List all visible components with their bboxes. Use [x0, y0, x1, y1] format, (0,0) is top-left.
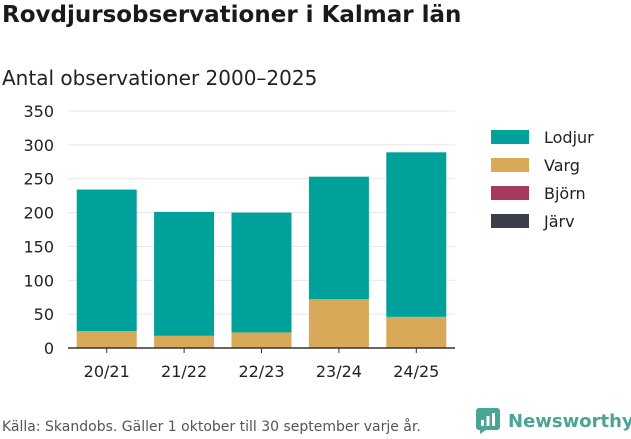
- y-axis: 0 50 100 150 200 250 300 350: [23, 102, 54, 358]
- legend-swatch-järv: [491, 214, 529, 228]
- y-tick-label: 200: [23, 204, 54, 223]
- x-tick-label: 21/22: [161, 362, 207, 381]
- y-tick-label: 0: [44, 339, 54, 358]
- legend-swatch-varg: [491, 158, 529, 172]
- x-tick-label: 22/23: [238, 362, 284, 381]
- bar-segment-lodjur: [154, 211, 215, 336]
- bar-segment-varg: [386, 316, 447, 348]
- x-tick-label: 23/24: [316, 362, 362, 381]
- y-tick-label: 100: [23, 271, 54, 290]
- legend: Lodjur Varg Björn Järv: [491, 128, 594, 231]
- x-tick-label: 24/25: [393, 362, 439, 381]
- y-tick-label: 350: [23, 102, 54, 121]
- legend-label: Varg: [544, 156, 580, 175]
- legend-label: Järv: [543, 212, 575, 231]
- bar-segment-varg: [154, 335, 215, 348]
- y-tick-label: 250: [23, 170, 54, 189]
- legend-label: Lodjur: [544, 128, 594, 147]
- stacked-bar-chart: 0 50 100 150 200 250 300 350 20/21 21/22 22/23 23/…: [23, 102, 594, 381]
- bars: [76, 152, 447, 348]
- bar-segment-lodjur: [308, 176, 369, 300]
- bar-segment-lodjur: [231, 212, 292, 333]
- brand: Newsworthy: [476, 407, 631, 435]
- bar-segment-varg: [231, 332, 292, 348]
- y-tick-label: 50: [34, 305, 54, 324]
- legend-swatch-björn: [491, 186, 529, 200]
- y-tick-label: 150: [23, 237, 54, 256]
- y-tick-label: 300: [23, 136, 54, 155]
- brand-name: Newsworthy: [508, 410, 631, 432]
- legend-swatch-lodjur: [491, 130, 529, 144]
- bar-chart-logo-icon: [476, 408, 500, 434]
- bar-segment-varg: [76, 331, 137, 348]
- bar-segment-lodjur: [76, 189, 137, 332]
- bar-segment-varg: [308, 299, 369, 348]
- chart-subtitle: Antal observationer 2000–2025: [2, 66, 318, 90]
- chart-title: Rovdjursobservationer i Kalmar län: [2, 2, 462, 28]
- bar-segment-lodjur: [386, 152, 447, 317]
- source-note: Källa: Skandobs. Gäller 1 oktober till 3…: [2, 419, 421, 435]
- legend-label: Björn: [544, 184, 586, 203]
- x-axis: 20/21 21/22 22/23 23/24 24/25: [68, 347, 455, 381]
- x-tick-label: 20/21: [84, 362, 130, 381]
